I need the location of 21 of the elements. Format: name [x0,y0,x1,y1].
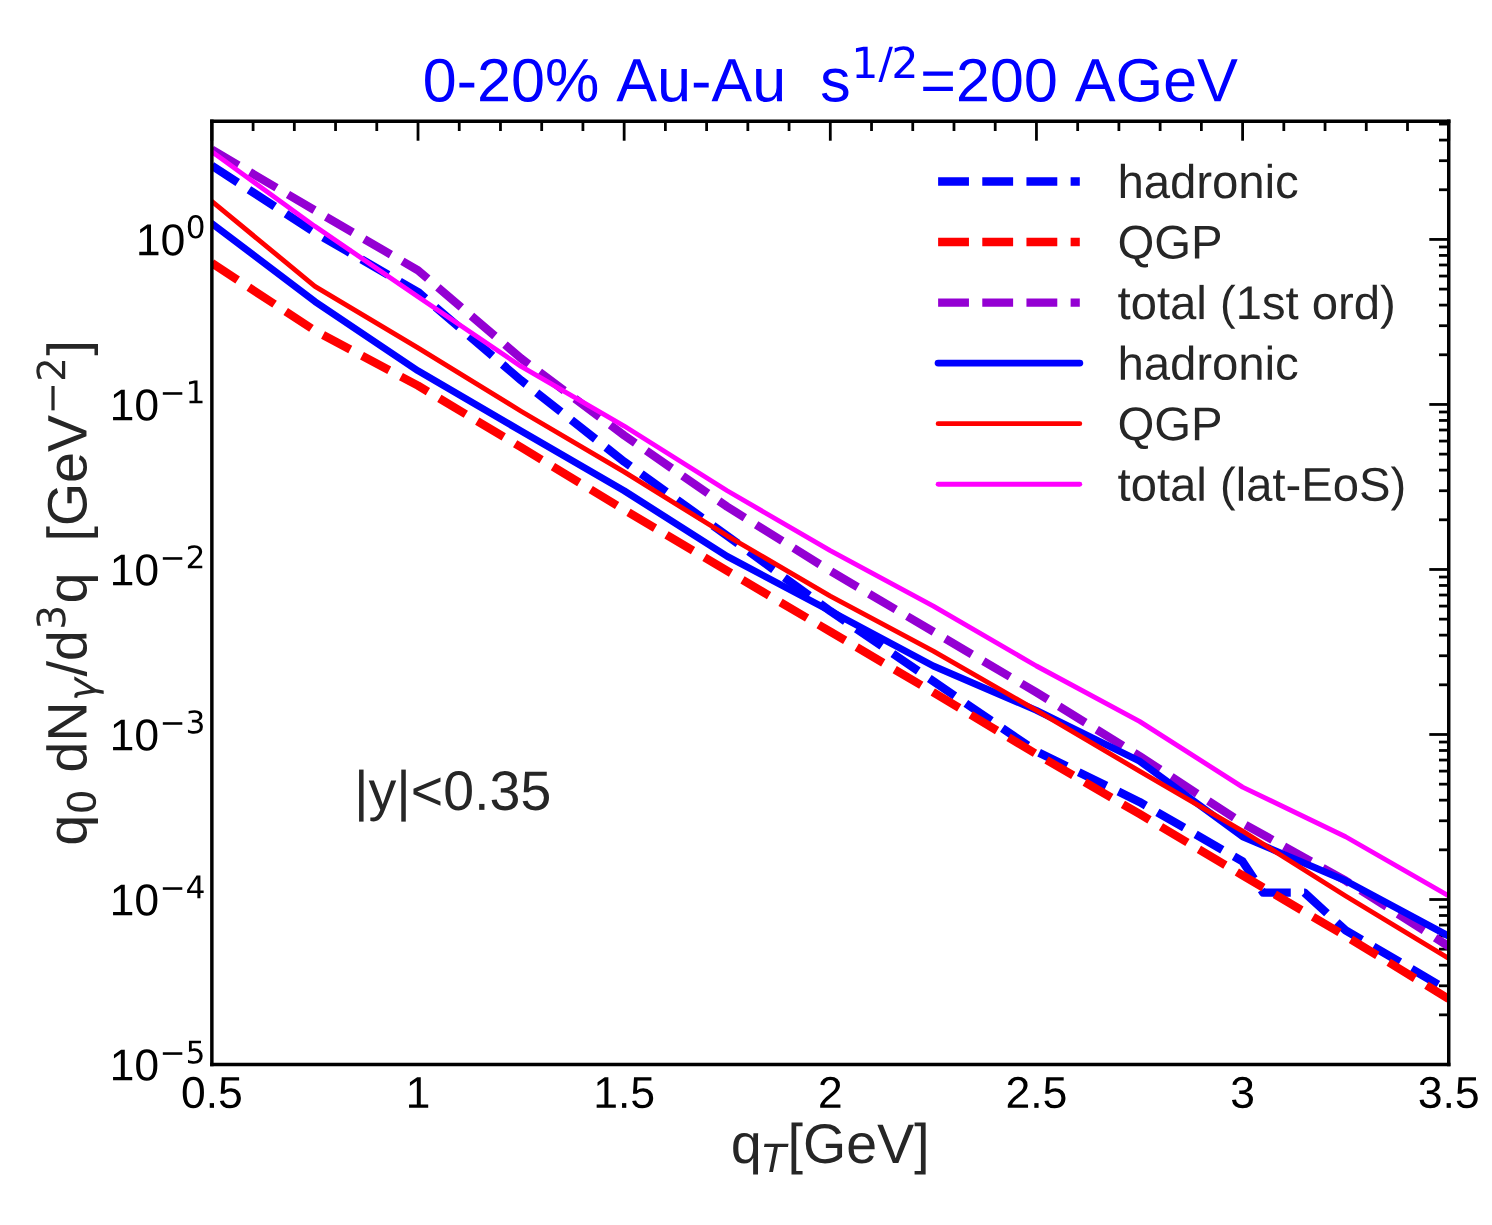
y-tick-label: 10$^{−2}$ [113,545,203,586]
x-tick-label: 2.5 [1007,1076,1066,1109]
annotation: |y|<0.35 [359,769,549,822]
x-tick-label: 3 [1231,1076,1253,1109]
y-tick-label: 10$^{−1}$ [113,380,203,421]
legend-label: hadronic [1120,163,1298,199]
x-tick-label: 2 [820,1076,841,1108]
legend-label: QGP [1119,407,1221,450]
y-tick-label: 10$^{0}$ [139,215,204,256]
text: q$_{0}$ dN$_{γ}$/d$^{3}$q [GeV$^{−2}$] [36,344,104,844]
legend-label: QGP [1119,225,1221,268]
y-tick-label: 10$^{−3}$ [113,710,203,751]
legend-label: total (lat-EoS) [1118,466,1404,511]
x-axis-title: q$_{T}$[GeV] [733,1122,926,1175]
x-tick-label: 1.5 [596,1077,654,1109]
x-tick-label: 3.5 [1419,1076,1478,1109]
y-tick-label: 10$^{−4}$ [113,875,204,916]
legend-label: total (1st ord) [1118,284,1393,329]
x-tick-label: 1 [409,1077,429,1108]
legend-label: hadronic [1120,345,1298,381]
chart-title: 0-20% Au-Au s$^{1/2}$=200 AGeV [425,46,1238,102]
